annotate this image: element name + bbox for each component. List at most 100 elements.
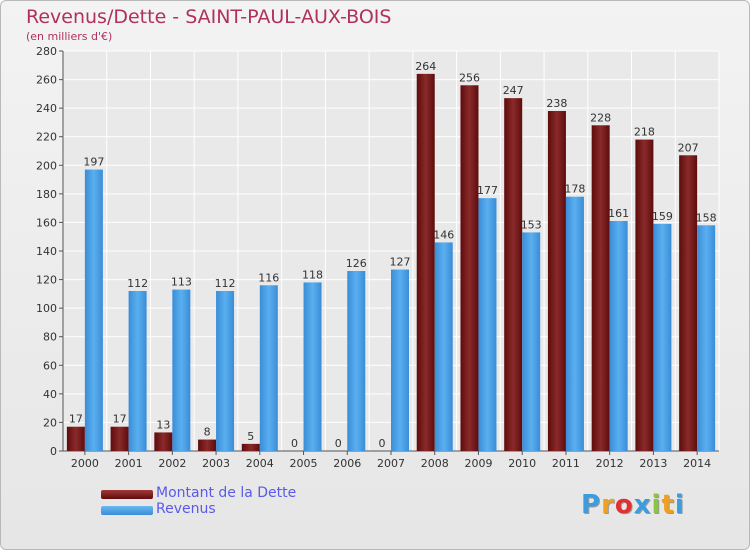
proxiti-logo: Proxiti xyxy=(581,490,685,520)
bar-revenus xyxy=(609,221,628,451)
data-label-revenus: 197 xyxy=(83,156,104,169)
y-tick-label: 80 xyxy=(43,331,57,344)
chart-subtitle: (en milliers d'€) xyxy=(26,30,113,43)
x-tick-label: 2006 xyxy=(333,457,361,470)
y-tick-label: 120 xyxy=(36,274,57,287)
x-tick-label: 2001 xyxy=(115,457,143,470)
x-tick-label: 2005 xyxy=(290,457,318,470)
data-label-dette: 247 xyxy=(503,84,524,97)
data-label-dette: 13 xyxy=(156,418,170,431)
logo-letter: i xyxy=(651,490,662,520)
bar-dette xyxy=(241,443,260,451)
bar-dette xyxy=(679,155,698,452)
data-label-dette: 218 xyxy=(634,126,655,139)
data-label-revenus: 113 xyxy=(171,276,192,289)
bar-dette xyxy=(504,98,523,452)
bar-revenus xyxy=(347,271,366,451)
bars xyxy=(66,73,716,452)
x-tick-label: 2012 xyxy=(596,457,624,470)
bar-dette xyxy=(416,73,435,451)
data-label-dette: 17 xyxy=(69,413,83,426)
data-label-revenus: 118 xyxy=(302,268,323,281)
data-label-revenus: 159 xyxy=(652,210,673,223)
bar-dette xyxy=(110,426,129,451)
legend-swatch-dette xyxy=(101,490,153,499)
y-tick-label: 260 xyxy=(36,74,57,87)
data-label-dette: 0 xyxy=(379,437,386,450)
logo-letter: x xyxy=(633,490,652,520)
data-label-dette: 0 xyxy=(291,437,298,450)
data-labels: 17 197 17 112 13 113 8 112 5 116 0 118 0 126 0 127 264 14… xyxy=(69,60,717,450)
bar-revenus xyxy=(478,198,497,451)
bar-revenus xyxy=(565,196,584,451)
y-tick-label: 160 xyxy=(36,216,57,229)
data-label-revenus: 161 xyxy=(608,207,629,220)
y-tick-label: 40 xyxy=(43,388,57,401)
data-label-dette: 0 xyxy=(335,437,342,450)
bar-revenus xyxy=(84,169,103,452)
data-label-dette: 8 xyxy=(204,426,211,439)
data-label-revenus: 153 xyxy=(521,218,542,231)
x-tick-label: 2008 xyxy=(421,457,449,470)
data-label-dette: 264 xyxy=(415,60,436,73)
x-tick-label: 2000 xyxy=(71,457,99,470)
legend-label-revenus: Revenus xyxy=(156,501,216,517)
bar-dette xyxy=(547,111,566,451)
x-tick-label: 2011 xyxy=(552,457,580,470)
data-label-revenus: 112 xyxy=(215,277,236,290)
bar-revenus xyxy=(653,223,672,451)
data-label-dette: 238 xyxy=(546,97,567,110)
bar-revenus xyxy=(128,291,147,451)
bar-revenus xyxy=(391,269,409,451)
bar-dette xyxy=(66,426,85,451)
x-tick-label: 2013 xyxy=(639,457,667,470)
bar-dette xyxy=(198,439,217,451)
y-tick-label: 20 xyxy=(43,416,57,429)
data-label-revenus: 177 xyxy=(477,184,498,197)
bar-revenus xyxy=(303,282,322,451)
data-label-revenus: 178 xyxy=(564,183,585,196)
bar-revenus xyxy=(259,285,278,451)
y-tick-label: 60 xyxy=(43,359,57,372)
logo-letter: t xyxy=(661,490,675,520)
legend-swatch-revenus xyxy=(101,506,153,515)
data-label-dette: 228 xyxy=(590,111,611,124)
x-tick-label: 2002 xyxy=(158,457,186,470)
y-tick-label: 240 xyxy=(36,102,57,115)
bar-revenus xyxy=(697,225,716,451)
data-label-revenus: 126 xyxy=(346,257,367,270)
data-label-revenus: 112 xyxy=(127,277,148,290)
data-label-dette: 17 xyxy=(113,413,127,426)
logo-letter: r xyxy=(601,490,615,520)
x-tick-label: 2009 xyxy=(464,457,492,470)
data-label-dette: 5 xyxy=(247,430,254,443)
logo-letter: i xyxy=(674,490,685,520)
y-tick-label: 180 xyxy=(36,188,57,201)
bar-revenus xyxy=(216,291,235,451)
logo-letter: P xyxy=(581,490,602,520)
data-label-revenus: 127 xyxy=(390,256,411,269)
bar-dette xyxy=(635,139,654,452)
x-tick-label: 2010 xyxy=(508,457,536,470)
y-tick-label: 220 xyxy=(36,131,57,144)
x-tick-label: 2004 xyxy=(246,457,274,470)
chart-title: Revenus/Dette - SAINT-PAUL-AUX-BOIS xyxy=(26,6,392,28)
y-tick-label: 140 xyxy=(36,245,57,258)
bar-dette xyxy=(591,125,610,452)
data-label-dette: 207 xyxy=(678,141,699,154)
y-tick-label: 280 xyxy=(36,45,57,58)
bar-revenus xyxy=(172,289,191,451)
data-label-revenus: 146 xyxy=(433,228,454,241)
data-label-dette: 256 xyxy=(459,71,480,84)
bar-revenus xyxy=(434,242,453,451)
x-tick-label: 2003 xyxy=(202,457,230,470)
y-tick-label: 200 xyxy=(36,159,57,172)
y-tick-label: 100 xyxy=(36,302,57,315)
data-label-revenus: 116 xyxy=(258,271,279,284)
x-tick-label: 2014 xyxy=(683,457,711,470)
legend-label-dette: Montant de la Dette xyxy=(156,485,297,501)
logo-letter: o xyxy=(614,490,634,520)
bar-dette xyxy=(460,85,479,452)
